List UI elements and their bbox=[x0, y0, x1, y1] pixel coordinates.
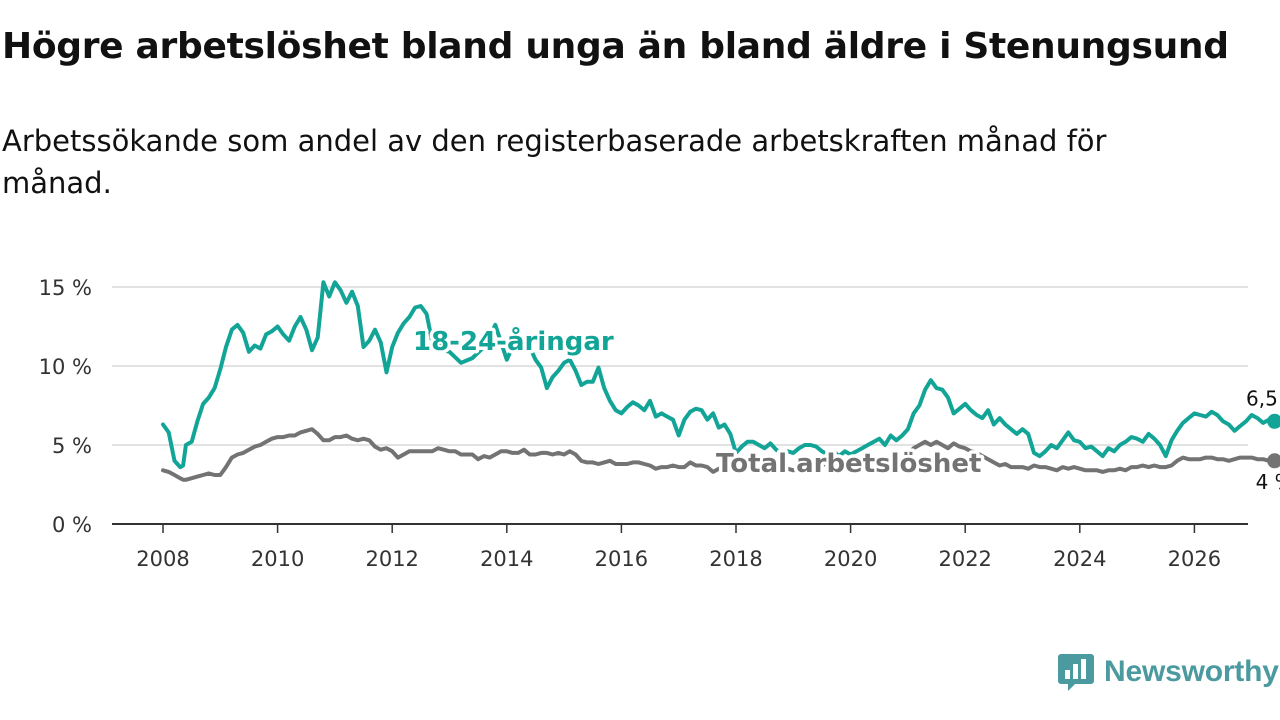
gridlines bbox=[112, 286, 1248, 446]
total-end-value-label: 4 % bbox=[1256, 470, 1280, 494]
youth-end-value-label: 6,5 % bbox=[1246, 386, 1280, 410]
x-tick-label: 2008 bbox=[136, 547, 189, 571]
x-tick-label: 2026 bbox=[1168, 547, 1221, 571]
y-tick-label: 15 % bbox=[39, 276, 92, 300]
youth-end-marker bbox=[1267, 413, 1280, 429]
x-tick-label: 2014 bbox=[480, 547, 533, 571]
x-tick-label: 2024 bbox=[1053, 547, 1106, 571]
chart-subtitle: Arbetssökande som andel av den registerb… bbox=[2, 124, 1107, 200]
x-axis: 2008 2010 2012 2014 2016 2018 2020 2022 2024 2026 bbox=[112, 523, 1248, 571]
youth-series-label: 18-24-åringar bbox=[413, 325, 614, 357]
x-tick-label: 2016 bbox=[595, 547, 648, 571]
newsworthy-brand: Newsworthy bbox=[1058, 652, 1279, 692]
youth-series-line bbox=[161, 280, 1277, 470]
y-axis-tick-labels: 0 % 5 % 10 % 15 % bbox=[39, 276, 92, 537]
y-tick-label: 10 % bbox=[39, 355, 92, 379]
x-tick-label: 2020 bbox=[824, 547, 877, 571]
series-lines bbox=[161, 280, 1280, 482]
x-tick-label: 2012 bbox=[365, 547, 418, 571]
x-tick-label: 2022 bbox=[938, 547, 991, 571]
y-tick-label: 5 % bbox=[52, 434, 92, 458]
total-end-marker bbox=[1267, 453, 1280, 469]
y-tick-label: 0 % bbox=[52, 513, 92, 537]
x-tick-label: 2018 bbox=[709, 547, 762, 571]
brand-name: Newsworthy bbox=[1104, 655, 1279, 688]
series-labels: 18-24-åringar Total arbetslöshet 6,5 % 4 % bbox=[410, 322, 1280, 494]
chart-speech-bubble-icon bbox=[1058, 654, 1094, 691]
total-series-line bbox=[161, 427, 1277, 482]
x-tick-label: 2010 bbox=[251, 547, 304, 571]
total-series-label: Total arbetslöshet bbox=[716, 449, 981, 479]
chart-title: Högre arbetslöshet bland unga än bland ä… bbox=[2, 26, 1229, 67]
